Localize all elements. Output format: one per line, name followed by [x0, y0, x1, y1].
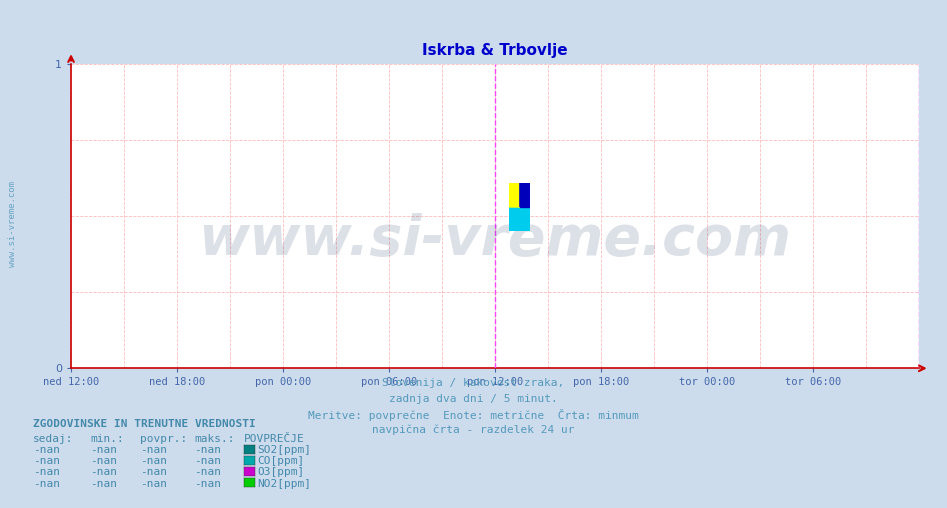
Text: -nan: -nan [140, 445, 168, 455]
Text: maks.:: maks.: [194, 434, 235, 444]
Text: -nan: -nan [194, 456, 222, 466]
Text: -nan: -nan [194, 479, 222, 489]
Text: -nan: -nan [140, 467, 168, 478]
Text: -nan: -nan [33, 445, 61, 455]
Text: Slovenija / kakovost zraka,: Slovenija / kakovost zraka, [383, 378, 564, 389]
Text: -nan: -nan [140, 456, 168, 466]
Polygon shape [509, 183, 520, 207]
Text: -nan: -nan [90, 456, 117, 466]
Text: -nan: -nan [140, 479, 168, 489]
Text: -nan: -nan [194, 445, 222, 455]
Text: -nan: -nan [33, 479, 61, 489]
Text: NO2[ppm]: NO2[ppm] [258, 479, 312, 489]
Polygon shape [520, 183, 530, 207]
Text: zadnja dva dni / 5 minut.: zadnja dva dni / 5 minut. [389, 394, 558, 404]
Text: POVPREČJE: POVPREČJE [244, 434, 305, 444]
Text: -nan: -nan [90, 445, 117, 455]
Text: O3[ppm]: O3[ppm] [258, 467, 305, 478]
Text: Meritve: povprečne  Enote: metrične  Črta: minmum: Meritve: povprečne Enote: metrične Črta:… [308, 409, 639, 421]
Polygon shape [509, 207, 530, 231]
Text: -nan: -nan [194, 467, 222, 478]
Text: povpr.:: povpr.: [140, 434, 188, 444]
Text: navpična črta - razdelek 24 ur: navpična črta - razdelek 24 ur [372, 424, 575, 435]
Text: www.si-vreme.com: www.si-vreme.com [198, 213, 792, 267]
Text: -nan: -nan [33, 456, 61, 466]
Text: sedaj:: sedaj: [33, 434, 74, 444]
Polygon shape [520, 207, 530, 231]
Text: www.si-vreme.com: www.si-vreme.com [8, 180, 17, 267]
Text: ZGODOVINSKE IN TRENUTNE VREDNOSTI: ZGODOVINSKE IN TRENUTNE VREDNOSTI [33, 419, 256, 429]
Text: SO2[ppm]: SO2[ppm] [258, 445, 312, 455]
Text: min.:: min.: [90, 434, 124, 444]
Polygon shape [520, 183, 530, 207]
Text: -nan: -nan [33, 467, 61, 478]
Bar [520, 183, 530, 207]
Title: Iskrba & Trbovlje: Iskrba & Trbovlje [422, 43, 567, 58]
Text: -nan: -nan [90, 467, 117, 478]
Text: CO[ppm]: CO[ppm] [258, 456, 305, 466]
Text: -nan: -nan [90, 479, 117, 489]
Bar [509, 183, 520, 207]
